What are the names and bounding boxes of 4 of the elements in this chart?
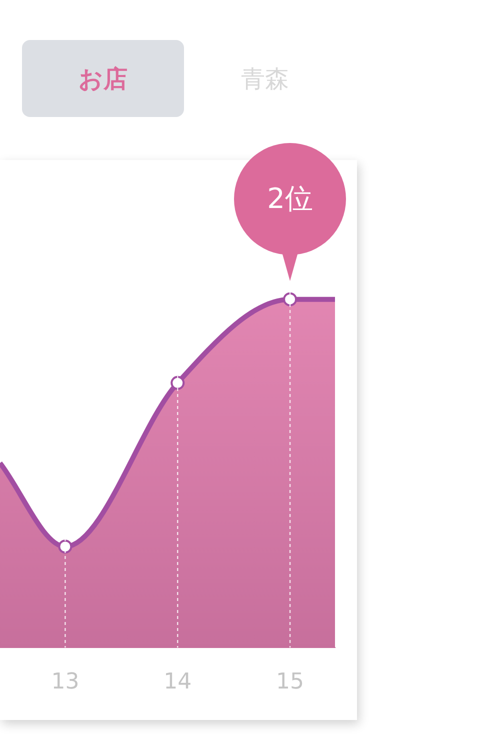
x-tick-label: 13	[51, 670, 80, 695]
text: お店	[22, 40, 184, 117]
x-tick-label: 14	[164, 670, 192, 695]
x-tick-label: 15	[276, 670, 304, 695]
